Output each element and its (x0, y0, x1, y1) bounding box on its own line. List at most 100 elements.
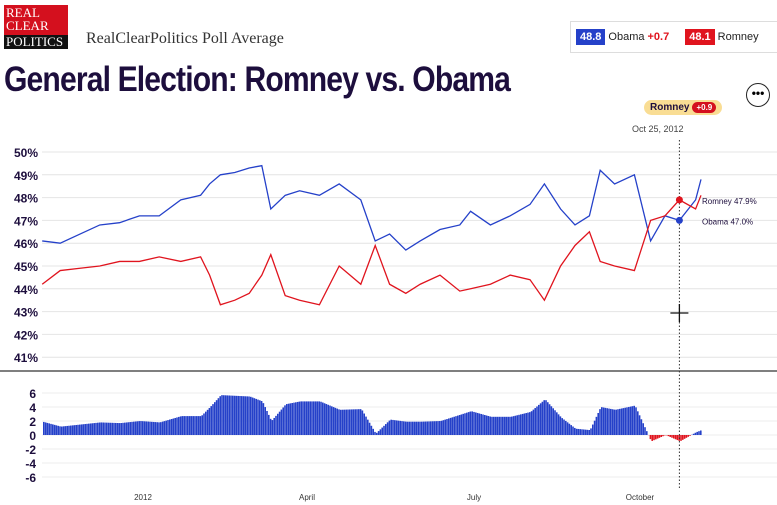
spread-bar (674, 435, 677, 440)
spread-bar (527, 412, 529, 435)
spread-bar (376, 432, 378, 435)
spread-bar (455, 416, 457, 435)
spread-bar (102, 422, 104, 435)
legend: 48.8 Obama +0.7 48.1 Romney (570, 21, 777, 53)
spread-bar (314, 401, 317, 435)
spread-bar (122, 422, 124, 435)
spread-bar (287, 403, 290, 435)
spread-bar (275, 415, 277, 435)
spread-bar (196, 416, 198, 435)
spread-bar (241, 396, 243, 435)
spread-bar (143, 421, 146, 435)
spread-bar (494, 416, 497, 435)
spread-bar (95, 422, 97, 435)
spread-bar (685, 435, 688, 438)
spread-bar (638, 415, 641, 435)
spread-bar (428, 421, 430, 435)
spread-bar (53, 424, 56, 435)
spread-bar (552, 408, 554, 435)
spread-bar (140, 421, 142, 435)
spread-bar (156, 422, 158, 435)
spread-bar (259, 400, 261, 435)
spread-bar (352, 409, 355, 435)
spread-bar (489, 416, 491, 435)
spread-bar (129, 422, 131, 435)
spread-bar (590, 428, 592, 435)
spread-bar (86, 423, 88, 435)
spread-bar (320, 401, 322, 435)
spread-bar (84, 424, 86, 435)
spread-bar (599, 409, 601, 435)
spread-bar (291, 402, 293, 435)
y-tick-label: 44% (14, 283, 38, 297)
spread-bar (437, 421, 439, 435)
spread-bar (282, 407, 284, 435)
spread-bar (304, 401, 306, 435)
spread-bar (302, 401, 304, 435)
spread-bar (575, 428, 578, 435)
spread-bar (260, 401, 263, 435)
spread-bar (323, 403, 326, 435)
spread-bar (80, 424, 83, 435)
spread-bar (482, 414, 484, 435)
spread-bar (644, 427, 646, 435)
spread-bar (458, 415, 461, 435)
leader-badge: Romney +0.9 (644, 100, 723, 115)
subtitle: RealClearPolitics Poll Average (86, 30, 284, 47)
spread-bar (152, 421, 155, 435)
spread-bar (538, 404, 540, 435)
spread-bar (626, 407, 628, 435)
spread-bar (561, 418, 563, 435)
spread-bar (471, 411, 473, 435)
spread-bar (586, 429, 589, 435)
spread-bar (264, 407, 266, 435)
spread-bar (412, 421, 414, 435)
spread-bar (658, 435, 661, 438)
spread-bar (403, 421, 405, 435)
ellipsis-icon[interactable]: ••• (746, 83, 770, 107)
rcp-logo[interactable]: REAL CLEAR POLITICS (4, 5, 68, 49)
spread-bar (237, 395, 239, 435)
spread-bar (514, 415, 517, 435)
spread-bar (635, 407, 637, 435)
spread-bar (556, 412, 558, 435)
spread-bar (480, 413, 482, 435)
spread-bar (106, 422, 108, 435)
spread-bar (466, 412, 468, 435)
spread-bar (158, 422, 160, 435)
spread-bar (536, 406, 538, 435)
spread-bar (433, 421, 436, 435)
romney-label: Romney (717, 31, 759, 43)
spread-bar (633, 405, 635, 435)
spread-bar (89, 423, 92, 435)
spread-bar (476, 412, 479, 435)
spread-bar (68, 425, 70, 435)
spread-bar (203, 413, 205, 435)
spread-bar (104, 422, 106, 435)
spread-bar (543, 400, 545, 435)
spread-bar (498, 416, 500, 435)
spread-bar (361, 410, 364, 435)
spread-bar (606, 408, 608, 435)
spread-bar (305, 401, 308, 435)
y-tick-label: 46% (14, 237, 38, 251)
spread-bar (529, 412, 531, 435)
spread-bar (268, 414, 270, 435)
spread-bar (147, 421, 149, 435)
x-tick-label: April (299, 493, 315, 502)
leader-spread: +0.9 (692, 102, 717, 113)
spread-bar (223, 395, 225, 435)
spread-bar (356, 409, 358, 435)
x-tick-label: 2012 (134, 493, 152, 502)
romney-hover-label: Romney 47.9% (702, 197, 757, 206)
spread-bar (399, 420, 401, 435)
spread-bar (169, 419, 171, 435)
spread-bar (174, 417, 176, 435)
spread-bar (250, 396, 252, 435)
spread-bar (583, 429, 585, 435)
spread-bar (550, 406, 553, 435)
y-tick-label: 42% (14, 328, 38, 342)
spread-bar (79, 424, 81, 435)
spread-bar (224, 395, 227, 435)
